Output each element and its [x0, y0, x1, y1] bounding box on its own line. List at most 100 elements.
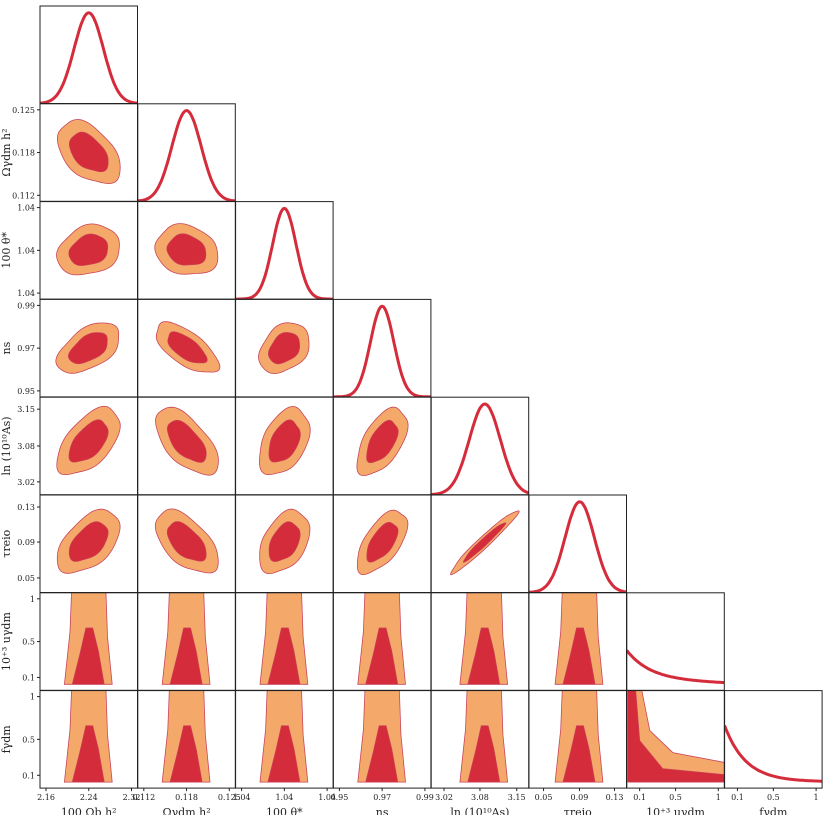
panel-3-2 [235, 298, 334, 398]
contour-68-5-4 [462, 522, 507, 563]
panel-3-3 [332, 298, 432, 398]
y-tick-label-7-0: 0.1 [22, 771, 35, 780]
panel-4-1 [137, 396, 236, 496]
panel-7-1 [137, 690, 236, 789]
panel-content [259, 508, 311, 575]
x-tick-label-0-1: 2.24 [80, 793, 98, 802]
x-axis-label-2: 100 θ* [266, 806, 303, 815]
marginal-curve-4 [431, 402, 529, 495]
panel-content [154, 508, 219, 574]
x-tick-label-1-1: 0.118 [175, 793, 198, 802]
x-tick-label-7-0: 0.1 [731, 793, 744, 802]
contour-68-7-0 [71, 725, 105, 783]
y-tick-label-6-1: 0.5 [22, 638, 35, 647]
contour-68-7-2 [267, 725, 301, 783]
panel-2-2 [235, 201, 334, 300]
panel-6-4 [430, 592, 530, 691]
y-tick-label-5-1: 0.09 [17, 538, 35, 547]
x-tick-label-3-1: 0.97 [373, 793, 391, 802]
contour-68-7-1 [169, 725, 203, 783]
x-tick-label-5-0: 0.05 [535, 793, 553, 802]
panel-content [258, 322, 310, 375]
y-tick-label-6-2: 1 [30, 595, 35, 604]
panel-7-6 [626, 690, 725, 789]
panel-frame [724, 690, 823, 789]
panel-content [56, 508, 121, 574]
contour-68-3-2 [267, 332, 300, 365]
panel-content [40, 11, 138, 104]
x-tick-label-6-2: 1 [716, 793, 721, 802]
x-tick-label-4-2: 3.15 [508, 793, 526, 802]
contour-68-7-5 [562, 725, 596, 783]
panel-content [258, 406, 311, 475]
contour-68-6-0 [71, 627, 105, 685]
panel-3-1 [137, 298, 236, 398]
panel-content [459, 690, 509, 783]
x-axis-label-7: fγdm [759, 806, 788, 815]
contour-68-3-0 [67, 332, 108, 365]
y-tick-label-3-0: 0.95 [17, 387, 35, 396]
y-axis-label-1: Ωγdm h² [0, 128, 13, 176]
contour-68-7-4 [467, 725, 501, 783]
panel-content [356, 509, 409, 575]
panel-content [155, 406, 219, 476]
panel-frame [626, 592, 725, 691]
panel-3-0 [39, 298, 138, 398]
panel-4-3 [332, 396, 432, 496]
panel-content [137, 109, 236, 202]
panel-5-1 [137, 494, 236, 593]
panel-7-0 [39, 690, 138, 789]
panel-content [356, 406, 409, 477]
contour-68-4-0 [68, 419, 109, 463]
x-tick-label-3-0: 0.95 [330, 793, 348, 802]
panel-content [627, 690, 725, 783]
contour-68-6-5 [562, 627, 596, 685]
y-tick-label-3-2: 0.99 [17, 301, 35, 310]
panel-frame [39, 5, 138, 104]
marginal-curve-6 [626, 649, 725, 685]
x-axis-label-0: 100 Ωb h² [61, 806, 117, 815]
panel-4-2 [235, 396, 334, 496]
x-tick-label-3-2: 0.99 [416, 793, 434, 802]
panel-1-1 [137, 103, 236, 202]
y-tick-label-7-1: 0.5 [22, 735, 35, 744]
x-tick-label-6-1: 0.5 [669, 793, 682, 802]
x-axis-label-5: τreio [564, 806, 592, 815]
y-tick-label-4-0: 3.02 [17, 478, 35, 487]
panel-7-7 [724, 690, 823, 789]
x-axis-label-1: Ωγdm h² [162, 806, 210, 815]
y-axis-label-4: ln (10¹⁰As) [0, 416, 13, 475]
marginal-curve-2 [235, 206, 334, 300]
y-tick-label-4-1: 3.08 [17, 442, 35, 451]
marginal-curve-5 [529, 500, 627, 593]
marginal-curve-0 [40, 11, 138, 104]
contour-68-4-1 [166, 420, 207, 463]
panel-frame [528, 494, 627, 593]
panel-2-1 [137, 201, 236, 300]
panel-content [357, 690, 406, 783]
y-axis-label-5: τreio [0, 529, 13, 557]
y-tick-label-1-2: 0.125 [12, 106, 35, 115]
panel-5-0 [39, 494, 138, 593]
panel-6-6 [626, 592, 725, 691]
panel-content [56, 223, 120, 276]
panel-5-2 [235, 494, 334, 593]
panel-6-5 [528, 592, 627, 691]
panel-content [259, 592, 309, 685]
contour-68-5-0 [68, 521, 109, 562]
panel-5-5 [528, 494, 627, 593]
panel-content [259, 690, 309, 783]
contour-68-5-1 [166, 521, 207, 562]
panel-content [431, 402, 529, 495]
panel-content [63, 592, 113, 685]
panel-6-2 [235, 592, 334, 691]
panel-content [235, 206, 334, 300]
contour-68-2-1 [166, 233, 207, 266]
contour-68-6-2 [267, 627, 301, 685]
panel-7-2 [235, 690, 334, 789]
panel-frame [235, 201, 334, 300]
marginal-curve-3 [333, 304, 431, 397]
panel-content [56, 405, 121, 476]
panel-5-4 [430, 494, 530, 593]
panel-6-0 [39, 592, 138, 691]
